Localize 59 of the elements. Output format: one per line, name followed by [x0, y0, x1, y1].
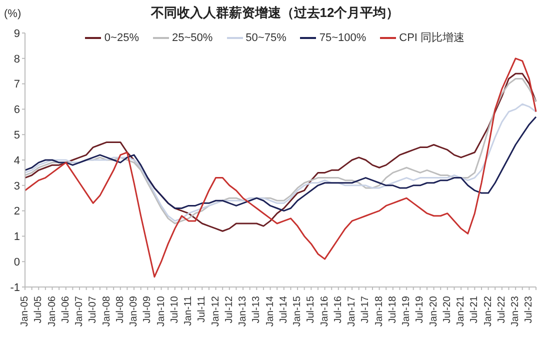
x-tick-label: Jul-05 — [33, 296, 44, 324]
legend-label: 0~25% — [103, 30, 139, 45]
x-tick-label: Jan-12 — [210, 296, 222, 327]
y-tick-label: 2 — [14, 206, 20, 218]
x-tick-label: Jul-16 — [332, 296, 344, 324]
x-tick-label: Jul-22 — [496, 296, 508, 324]
legend-label: 50~75% — [244, 30, 286, 45]
x-tick-label: Jul-15 — [306, 296, 317, 324]
y-tick-label: 7 — [14, 78, 20, 91]
x-tick-label: Jul-06 — [60, 296, 72, 324]
x-tick-label: Jul-19 — [414, 296, 426, 324]
x-tick-label: Jul-13 — [251, 296, 262, 324]
x-tick-label: Jul-10 — [169, 296, 180, 324]
x-tick-label: Jul-11 — [196, 296, 208, 322]
x-tick-label: Jul-20 — [442, 296, 453, 324]
x-tick-label: Jan-09 — [128, 296, 140, 327]
x-tick-label: Jan-13 — [238, 296, 249, 327]
x-tick-label: Jan-19 — [401, 296, 412, 327]
x-tick-label: Jan-10 — [156, 296, 167, 327]
x-tick-label: Jan-23 — [510, 296, 522, 327]
line-series — [24, 58, 537, 278]
x-tick-label: Jul-07 — [88, 296, 99, 324]
x-tick-label: Jan-08 — [101, 296, 112, 327]
x-tick-label: Jul-18 — [387, 296, 398, 324]
y-tick-label: 8 — [14, 53, 20, 66]
y-tick-label: 9 — [14, 28, 20, 40]
y-tick-label: 3 — [14, 180, 20, 192]
legend-label: 75~100% — [318, 30, 366, 45]
x-tick-label: Jul-12 — [224, 296, 235, 324]
x-tick-label: Jul-08 — [114, 296, 126, 324]
x-tick-label: Jan-20 — [428, 296, 440, 327]
x-tick-label: Jan-16 — [319, 296, 330, 327]
legend-label: 25~50% — [170, 30, 213, 45]
y-tick-label: -1 — [10, 282, 20, 294]
x-tick-label: Jul-09 — [142, 296, 154, 324]
x-tick-label: Jul-21 — [469, 296, 480, 324]
x-tick-label: Jul-14 — [278, 296, 290, 324]
line-series — [24, 116, 537, 212]
x-tick-label: Jan-22 — [482, 296, 494, 327]
y-tick-label: 0 — [14, 256, 20, 269]
x-tick-label: Jan-21 — [456, 296, 467, 327]
y-axis-title: (%) — [4, 8, 22, 20]
x-tick-label: Jan-14 — [264, 296, 276, 327]
x-tick-label: Jan-06 — [46, 296, 58, 327]
x-tick-label: Jul-23 — [524, 296, 535, 324]
chart-title: 不同收入人群薪资增速（过去12个月平均） — [150, 5, 400, 20]
y-tick-label: 1 — [14, 231, 20, 244]
y-tick-label: 5 — [14, 130, 20, 142]
x-tick-label: Jan-07 — [74, 296, 86, 327]
legend-label: CPI 同比增速 — [398, 31, 465, 45]
line-series — [24, 103, 537, 222]
y-tick-label: 6 — [14, 104, 20, 116]
x-tick-label: Jan-17 — [346, 296, 358, 327]
x-tick-label: Jan-18 — [374, 296, 385, 327]
x-tick-label: Jul-17 — [360, 296, 372, 324]
x-tick-label: Jan-05 — [20, 296, 30, 327]
y-tick-label: 4 — [14, 154, 20, 167]
x-tick-label: Jan-11 — [183, 296, 194, 326]
x-tick-label: Jan-15 — [292, 296, 304, 327]
